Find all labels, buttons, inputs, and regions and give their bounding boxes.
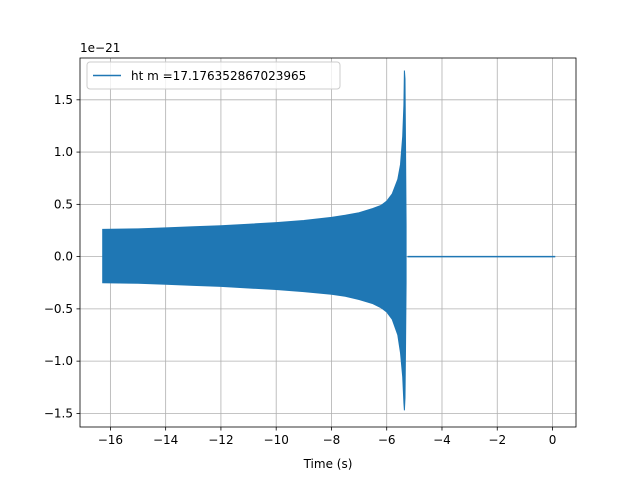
x-axis-label: Time (s) [303, 457, 353, 471]
x-tick-label: 0 [549, 433, 557, 447]
y-axis: −1.5 −1.0 −0.5 0.0 0.5 1.0 1.5 [44, 93, 80, 420]
x-tick-label: −8 [323, 433, 341, 447]
y-tick-label: 1.5 [54, 93, 73, 107]
y-tick-label: −1.0 [44, 354, 73, 368]
y-scale-label: 1e−21 [80, 41, 120, 55]
x-tick-label: −14 [153, 433, 178, 447]
legend: ht m =17.176352867023965 [86, 61, 341, 90]
y-tick-label: 0.5 [54, 197, 73, 211]
x-tick-label: −12 [208, 433, 233, 447]
y-tick-label: −0.5 [44, 302, 73, 316]
legend-label: ht m =17.176352867023965 [131, 69, 306, 83]
x-axis: −16 −14 −12 −10 −8 −6 −4 −2 0 [98, 427, 557, 447]
x-tick-label: −10 [264, 433, 289, 447]
y-tick-label: −1.5 [44, 406, 73, 420]
x-tick-label: −2 [488, 433, 506, 447]
x-tick-label: −6 [378, 433, 396, 447]
waveform-band [102, 70, 407, 411]
axes-frame [79, 57, 577, 428]
x-tick-label: −4 [433, 433, 451, 447]
y-tick-label: 0.0 [54, 250, 73, 264]
y-tick-label: 1.0 [54, 145, 73, 159]
series-group [102, 70, 556, 411]
x-tick-label: −16 [98, 433, 123, 447]
legend-box [86, 61, 341, 90]
